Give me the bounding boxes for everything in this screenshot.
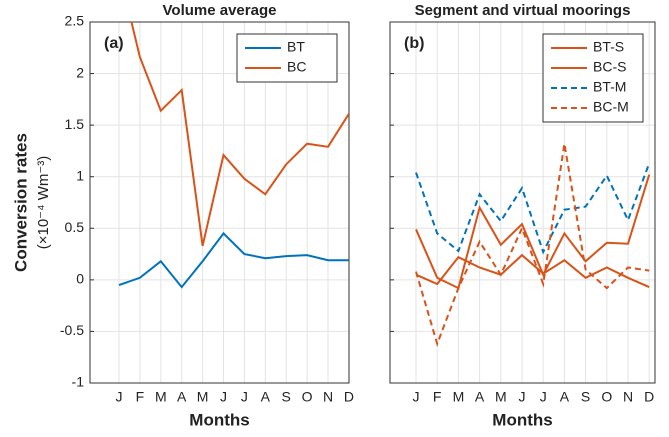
data-line bbox=[118, 231, 349, 289]
plot-area bbox=[415, 143, 651, 347]
x-tick-label: S bbox=[581, 389, 590, 405]
x-tick-label: A bbox=[560, 389, 570, 405]
x-tick-label: J bbox=[220, 389, 227, 405]
chart-title: Volume average bbox=[163, 2, 277, 19]
y-tick-label: 1.5 bbox=[65, 116, 85, 132]
x-tick-label: N bbox=[323, 389, 333, 405]
x-tick-label: F bbox=[136, 389, 145, 405]
chart-title: Segment and virtual moorings bbox=[415, 2, 631, 19]
x-tick-label: J bbox=[519, 389, 526, 405]
x-tick-label: D bbox=[644, 389, 654, 405]
legend-label: BC-S bbox=[593, 59, 626, 75]
x-tick-label: O bbox=[601, 389, 612, 405]
legend-label: BT-S bbox=[593, 39, 624, 55]
data-line bbox=[130, 22, 349, 247]
data-line bbox=[415, 143, 650, 347]
x-tick-label: F bbox=[433, 389, 442, 405]
x-tick-label: N bbox=[623, 389, 633, 405]
x-tick-label: A bbox=[475, 389, 485, 405]
x-tick-label: J bbox=[241, 389, 248, 405]
legend-label: BC-M bbox=[593, 99, 629, 115]
x-tick-label: A bbox=[261, 389, 271, 405]
x-tick-label: O bbox=[302, 389, 313, 405]
plot-area bbox=[118, 22, 349, 289]
y-tick-label: -1 bbox=[72, 374, 85, 390]
x-tick-label: J bbox=[413, 389, 420, 405]
legend-label: BT bbox=[287, 39, 305, 55]
x-axis-label: Months bbox=[492, 410, 552, 429]
y-tick-label: -0.5 bbox=[60, 322, 84, 338]
y-tick-label: 0 bbox=[76, 271, 84, 287]
y-axis-label: Conversion rates bbox=[11, 133, 30, 272]
data-line bbox=[415, 253, 650, 288]
x-tick-label: J bbox=[540, 389, 547, 405]
axes-box bbox=[389, 21, 656, 384]
x-tick-label: S bbox=[282, 389, 291, 405]
legend-label: BC bbox=[287, 59, 306, 75]
x-tick-label: D bbox=[344, 389, 354, 405]
legend-label: BT-M bbox=[593, 79, 626, 95]
x-tick-label: J bbox=[116, 389, 123, 405]
x-tick-label: M bbox=[197, 389, 209, 405]
x-tick-label: A bbox=[177, 389, 187, 405]
y-tick-label: 2.5 bbox=[65, 13, 85, 29]
panel-label: (a) bbox=[104, 35, 124, 52]
y-tick-label: 2 bbox=[76, 64, 84, 80]
y-tick-label: 1 bbox=[76, 167, 84, 183]
axes-box bbox=[89, 21, 350, 384]
x-tick-label: M bbox=[495, 389, 507, 405]
x-tick-label: M bbox=[155, 389, 167, 405]
data-line bbox=[415, 174, 651, 290]
y-axis-unit: (×10⁻⁴ Wm⁻³) bbox=[35, 156, 52, 250]
x-tick-label: M bbox=[453, 389, 465, 405]
x-axis-label: Months bbox=[189, 410, 249, 429]
legend-box bbox=[236, 33, 338, 83]
y-tick-label: 0.5 bbox=[65, 219, 85, 235]
panel-label: (b) bbox=[404, 35, 424, 52]
